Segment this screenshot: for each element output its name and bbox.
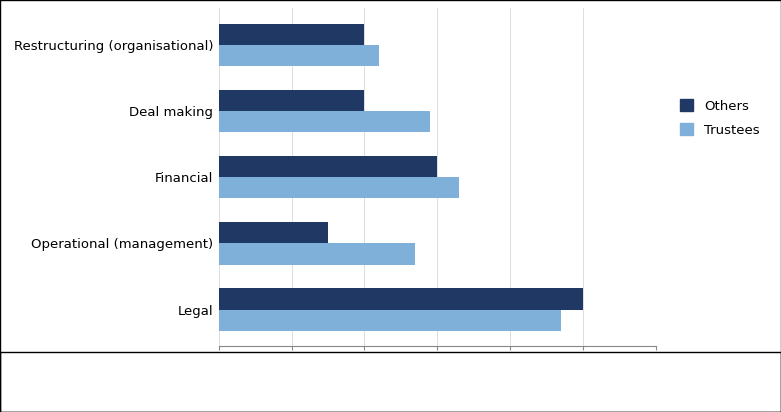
Bar: [219, 156, 437, 177]
Bar: [219, 23, 365, 45]
Legend: Others, Trustees: Others, Trustees: [680, 99, 759, 137]
Bar: [219, 288, 583, 309]
Bar: [219, 222, 328, 243]
Bar: [219, 90, 365, 111]
Bar: [219, 45, 379, 66]
Bar: [219, 309, 562, 331]
Text: Figure 4 – The opinion about the capabilities of trustees compared: Figure 4 – The opinion about the capabil…: [8, 380, 379, 390]
Bar: [219, 243, 415, 265]
Bar: [219, 111, 430, 132]
Bar: [219, 177, 459, 198]
